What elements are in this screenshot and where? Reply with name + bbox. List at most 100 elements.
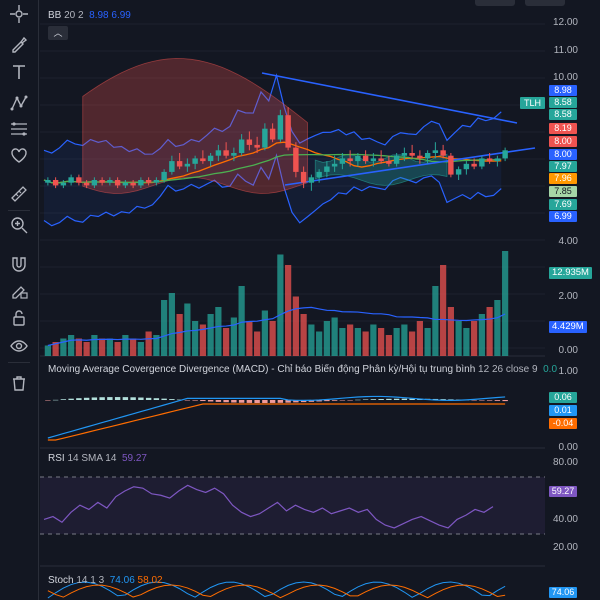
- collapse-legend-button[interactable]: ︿: [48, 26, 68, 40]
- zoom-in-tool[interactable]: [8, 214, 30, 236]
- macd-histogram-bar: [393, 398, 400, 400]
- stoch-params: 14 1 3: [76, 575, 105, 586]
- candle-body: [417, 155, 423, 159]
- volume-bar: [246, 321, 253, 356]
- magnet-tool[interactable]: [8, 253, 30, 275]
- macd-histogram-bar: [300, 400, 307, 403]
- volume-bar: [331, 317, 338, 356]
- top-control-2[interactable]: [525, 0, 565, 6]
- volume-bar: [300, 314, 307, 356]
- candle-body: [486, 158, 493, 162]
- candle-body: [285, 115, 291, 148]
- volume-bar: [207, 314, 214, 356]
- candle-body: [316, 171, 322, 178]
- volume-bar: [486, 307, 493, 356]
- macd-histogram-bar: [308, 400, 315, 402]
- lock-draw-icon: [12, 286, 28, 299]
- heart-tool[interactable]: [8, 144, 30, 166]
- volume-bar: [137, 342, 144, 356]
- toolbar-divider: [8, 210, 30, 211]
- text-icon: [13, 65, 25, 79]
- volume-axis-label: 0.00: [558, 345, 578, 356]
- rsi-legend: RSI 14 SMA 14 59.27: [48, 453, 147, 464]
- candle-body: [300, 171, 307, 183]
- lock-tool[interactable]: [8, 307, 30, 329]
- volume-bar: [261, 310, 268, 356]
- eye-tool[interactable]: [8, 335, 30, 357]
- macd-histogram-bar: [316, 400, 322, 402]
- heart-icon: [11, 148, 27, 163]
- volume-bar: [455, 321, 462, 356]
- volume-bar: [308, 324, 315, 356]
- candle-body: [114, 180, 121, 186]
- macd-value: 0.0: [543, 364, 558, 375]
- candle-body: [355, 155, 361, 162]
- macd-histogram-bar: [107, 397, 113, 400]
- volume-bar: [385, 335, 392, 356]
- macd-histogram-bar: [176, 399, 183, 401]
- fib-icon: [11, 122, 27, 136]
- macd-signal-line: [47, 403, 506, 441]
- fib-tool[interactable]: [8, 118, 30, 140]
- macd-histogram-bar: [83, 397, 90, 400]
- volume-ma-line: [47, 306, 506, 347]
- macd-histogram-bar: [153, 398, 160, 400]
- macd-histogram-bar: [339, 400, 346, 401]
- pattern-tool[interactable]: [8, 92, 30, 114]
- candle-body: [207, 155, 214, 162]
- candle-body: [378, 158, 384, 162]
- crosshair-tool[interactable]: [8, 3, 30, 25]
- ruler-tool[interactable]: [8, 183, 30, 205]
- volume-bar: [106, 338, 113, 356]
- rsi-tag: 59.27: [549, 486, 577, 497]
- macd-axis-label: 0.00: [558, 442, 578, 453]
- rsi-axis-label: 20.00: [552, 542, 578, 553]
- price-tag: 7.85: [549, 186, 577, 197]
- volume-bar: [83, 342, 90, 356]
- bb-legend: BB 20 2 8.98 6.99: [48, 10, 131, 21]
- bollinger-band-fill: [44, 75, 502, 226]
- rsi-band: [40, 477, 545, 534]
- rsi-params: 14 SMA 14: [67, 453, 117, 464]
- volume-bar: [323, 321, 330, 356]
- volume-ma-tag: 4.429M: [549, 321, 587, 333]
- candle-body: [393, 155, 400, 164]
- candle-body: [386, 161, 392, 164]
- candle-body: [331, 163, 338, 167]
- volume-bar: [362, 331, 369, 356]
- bb-upper-value: 8.98: [89, 10, 109, 21]
- brush-tool[interactable]: [8, 33, 30, 55]
- price-tag: 7.69: [549, 199, 577, 210]
- macd-line-tag: 0.01: [549, 405, 577, 416]
- chevron-up-icon: ︿: [53, 28, 63, 38]
- macd-histogram-bar: [262, 400, 268, 404]
- macd-histogram-bar: [76, 398, 82, 400]
- candle-body: [60, 182, 67, 186]
- volume-bar: [339, 328, 346, 356]
- text-tool[interactable]: [8, 61, 30, 83]
- top-control-1[interactable]: [475, 0, 515, 6]
- chart-area[interactable]: [40, 0, 552, 600]
- volume-bar: [199, 324, 206, 356]
- macd-histogram-bar: [91, 397, 98, 400]
- candle-body: [161, 171, 167, 180]
- lock-icon: [13, 310, 25, 326]
- price-axis-label: 10.00: [552, 72, 578, 83]
- candle-body: [269, 128, 276, 140]
- candle-body: [324, 166, 330, 172]
- candle-body: [76, 177, 82, 183]
- volume-bar: [161, 300, 168, 356]
- macd-histogram-bar: [401, 398, 408, 400]
- volume-bar: [130, 338, 137, 356]
- volume-bar: [347, 324, 354, 356]
- symbol-badge: TLH: [520, 97, 546, 109]
- candle-body: [52, 180, 59, 186]
- volume-bar: [238, 286, 245, 356]
- candle-body: [169, 161, 175, 172]
- macd-histogram-bar: [293, 400, 299, 403]
- trash-tool[interactable]: [8, 372, 30, 394]
- pattern-icon: [10, 95, 28, 111]
- lock-draw-tool[interactable]: [8, 279, 30, 301]
- macd-histogram-bar: [409, 398, 415, 400]
- ruler-icon: [11, 186, 27, 202]
